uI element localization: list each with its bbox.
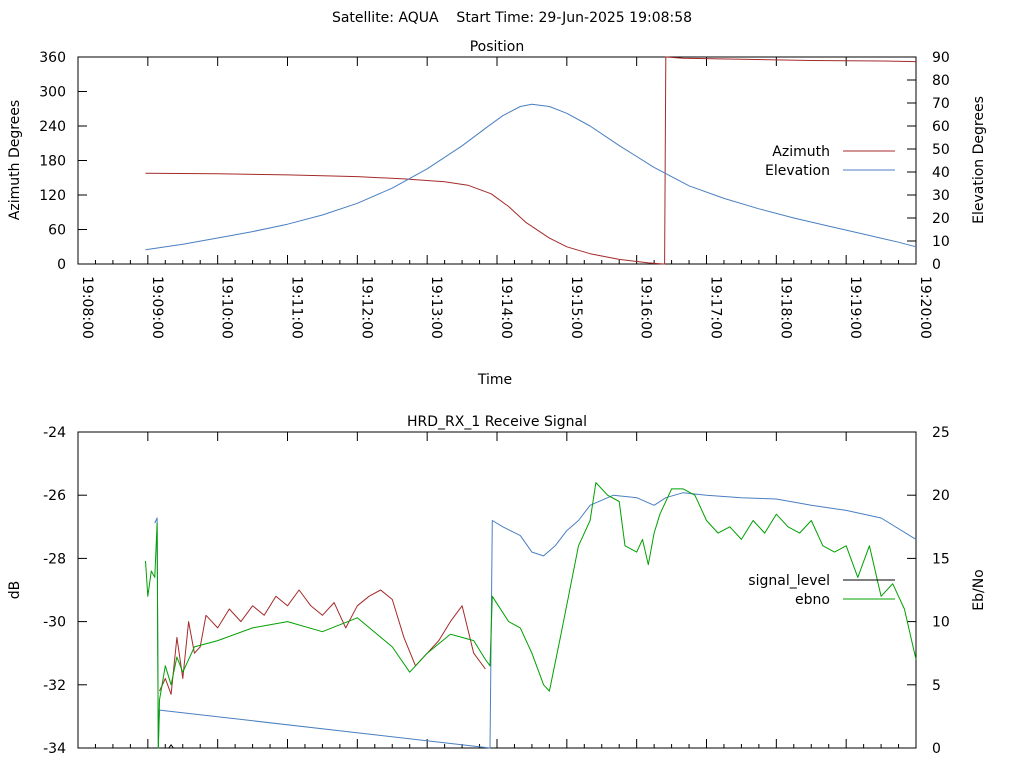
y2-tick-label: 0: [932, 741, 941, 757]
y2-tick-label: 90: [932, 50, 950, 66]
position-plot-frame: [77, 56, 917, 265]
x-tick-label: 19:14:00: [498, 276, 514, 339]
figure-title: Satellite: AQUA Start Time: 29-Jun-2025 …: [332, 10, 692, 26]
y-tick-label: 0: [57, 257, 66, 273]
y-tick-label: -26: [43, 488, 66, 504]
x-tick-label: 19:09:00: [149, 276, 165, 339]
series-line-elevation: [145, 103, 917, 251]
y-tick-label: -34: [43, 741, 66, 757]
position-chart-title: Position: [470, 39, 525, 55]
y-tick-label: 180: [39, 154, 66, 170]
ebno-axis-label: Eb/No: [971, 569, 987, 611]
y2-tick-label: 5: [932, 678, 941, 694]
x-tick-label: 19:13:00: [428, 276, 444, 339]
x-tick-label: 19:19:00: [847, 276, 863, 339]
time-axis-label: Time: [477, 372, 512, 388]
position-legend: Azimuth Elevation: [765, 144, 895, 179]
legend-label-signal-level: signal_level: [748, 573, 830, 589]
signal-series-group: [145, 482, 917, 749]
y-tick-label: -30: [43, 615, 66, 631]
azimuth-axis-label: Azimuth Degrees: [7, 100, 23, 220]
y2-tick-label: 10: [932, 615, 950, 631]
x-tick-label: 19:15:00: [568, 276, 584, 339]
y2-tick-label: 70: [932, 96, 950, 112]
x-tick-label: 19:18:00: [777, 276, 793, 339]
series-line-azimuth: [145, 56, 917, 265]
y2-tick-label: 60: [932, 119, 950, 135]
y2-tick-label: 30: [932, 188, 950, 204]
y-tick-label: -24: [43, 425, 66, 441]
position-tick-group: 19:08:00 19:09:00 19:10:00 19:11:00 19:12:00…: [39, 50, 950, 339]
y2-tick-label: 80: [932, 73, 950, 89]
y2-tick-label: 20: [932, 211, 950, 227]
y2-tick-label: 40: [932, 165, 950, 181]
y2-tick-label: 0: [932, 257, 941, 273]
y-tick-label: -32: [43, 678, 66, 694]
x-tick-label: 19:08:00: [79, 276, 95, 339]
x-tick-label: 19:20:00: [917, 276, 933, 339]
y2-tick-label: 50: [932, 142, 950, 158]
series-line-unlabeled-0: [159, 589, 486, 695]
legend-label-azimuth: Azimuth: [772, 144, 830, 160]
signal-plot-frame: [77, 431, 917, 749]
position-series-group: [145, 56, 917, 265]
legend-label-ebno: ebno: [795, 592, 830, 608]
y2-tick-label: 15: [932, 551, 950, 567]
x-tick-label: 19:16:00: [638, 276, 654, 339]
signal-legend: signal_level ebno: [748, 573, 895, 608]
y2-tick-label: 10: [932, 234, 950, 250]
db-axis-label: dB: [7, 581, 23, 600]
y-tick-label: 240: [39, 119, 66, 135]
y-tick-label: 60: [48, 223, 66, 239]
y-tick-label: 360: [39, 50, 66, 66]
position-chart: Position 19:08:00 19:09:00 19:10:00 19:11:0…: [7, 39, 987, 388]
x-tick-label: 19:17:00: [708, 276, 724, 339]
series-line-unlabeled-1: [154, 492, 917, 749]
x-tick-label: 19:10:00: [219, 276, 235, 339]
y2-tick-label: 20: [932, 488, 950, 504]
y-tick-label: 300: [39, 85, 66, 101]
signal-chart: HRD_RX_1 Receive Signal -34-32-30-28-26-…: [7, 414, 987, 757]
elevation-axis-label: Elevation Degrees: [971, 96, 987, 224]
x-tick-label: 19:11:00: [289, 276, 305, 339]
signal-chart-title: HRD_RX_1 Receive Signal: [407, 414, 587, 430]
y-tick-label: 120: [39, 188, 66, 204]
series-line-signal-level: [168, 744, 174, 749]
series-line-ebno: [145, 482, 917, 749]
y-tick-label: -28: [43, 551, 66, 567]
x-tick-label: 19:12:00: [358, 276, 374, 339]
legend-label-elevation: Elevation: [765, 163, 830, 179]
y2-tick-label: 25: [932, 425, 950, 441]
signal-tick-group: -34 -32 -30 -28 -26 -24 0 5 10 15 20 25: [43, 425, 950, 757]
